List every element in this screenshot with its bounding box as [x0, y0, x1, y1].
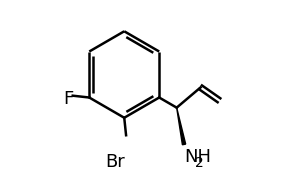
Text: 2: 2: [195, 156, 204, 170]
Text: F: F: [63, 90, 73, 108]
Text: NH: NH: [184, 148, 211, 166]
Polygon shape: [177, 108, 186, 145]
Text: Br: Br: [105, 153, 125, 171]
